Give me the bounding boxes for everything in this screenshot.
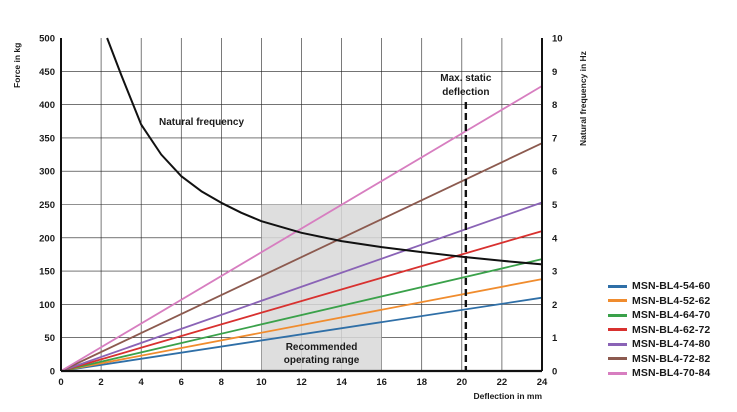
recommended-range-box xyxy=(261,204,382,371)
legend-label: MSN-BL4-52-62 xyxy=(632,294,711,307)
y-right-tick-label: 2 xyxy=(552,300,557,311)
legend-swatch xyxy=(608,342,627,346)
y-left-tick-label: 250 xyxy=(39,200,55,211)
y-left-tick-label: 50 xyxy=(44,333,55,344)
x-tick-label: 18 xyxy=(416,377,427,388)
legend-label: MSN-BL4-70-84 xyxy=(632,367,711,379)
legend-swatch xyxy=(608,299,627,302)
legend: MSN-BL4-54-60 MSN-BL4-52-62 MSN-BL4-64-70 M… xyxy=(608,279,710,381)
x-tick-label: 24 xyxy=(537,377,548,388)
y-left-tick-label: 0 xyxy=(50,367,55,378)
max-static-deflection-label-1: Max. static xyxy=(440,73,492,84)
y-right-tick-label: 5 xyxy=(552,200,558,211)
y-left-tick-label: 200 xyxy=(39,233,55,244)
y-right-tick-label: 8 xyxy=(552,100,557,111)
x-tick-label: 4 xyxy=(139,377,145,388)
axes xyxy=(60,38,543,373)
x-tick-label: 8 xyxy=(219,377,224,388)
recommended-range xyxy=(261,204,382,371)
y-right-axis-title: Natural frequency in Hz xyxy=(578,51,588,146)
natural-frequency-label: Natural frequency xyxy=(159,117,244,128)
y-left-tick-label: 500 xyxy=(39,34,55,45)
x-tick-label: 12 xyxy=(296,377,307,388)
legend-label: MSN-BL4-64-70 xyxy=(632,309,711,321)
legend-swatch xyxy=(608,328,627,331)
y-left-tick-label: 450 xyxy=(39,67,55,78)
legend-item: MSN-BL4-70-84 xyxy=(608,366,710,380)
x-tick-label: 14 xyxy=(336,377,347,388)
max-static-deflection-label-2: deflection xyxy=(442,87,489,98)
x-tick-label: 20 xyxy=(457,377,468,388)
y-right-tick-label: 0 xyxy=(552,367,557,378)
legend-label: MSN-BL4-62-72 xyxy=(632,323,711,336)
series-line-MSN-BL4-54-60 xyxy=(60,296,543,372)
y-left-tick-label: 100 xyxy=(39,300,55,311)
legend-item: MSN-BL4-64-70 xyxy=(608,308,710,322)
x-axis-title: Deflection in mm xyxy=(474,391,543,401)
series-line-MSN-BL4-74-80 xyxy=(60,201,543,372)
x-tick-label: 22 xyxy=(497,377,508,388)
legend-label: MSN-BL4-72-82 xyxy=(632,352,711,365)
y-left-axis-title: Force in kg xyxy=(12,43,22,88)
y-right-tick-label: 3 xyxy=(552,267,557,278)
tick-labels: 0 2 4 6 8 10 12 14 16 18 20 22 240501001502002503003… xyxy=(39,34,562,389)
x-tick-label: 2 xyxy=(98,377,103,388)
y-right-tick-label: 10 xyxy=(552,34,563,45)
y-left-tick-label: 300 xyxy=(39,167,55,178)
series-line-MSN-BL4-62-72 xyxy=(60,230,543,372)
y-right-tick-label: 7 xyxy=(552,133,557,144)
series-line-MSN-BL4-72-82 xyxy=(60,142,543,372)
recommended-range-label-2: operating range xyxy=(284,355,360,366)
series-line-MSN-BL4-52-62 xyxy=(60,278,543,372)
series-line-MSN-BL4-70-84 xyxy=(60,85,543,372)
legend-item: MSN-BL4-52-62 xyxy=(608,294,710,308)
natural-frequency-curve xyxy=(106,37,543,266)
legend-swatch xyxy=(608,313,627,317)
x-tick-label: 10 xyxy=(256,377,267,388)
x-tick-label: 0 xyxy=(58,377,63,388)
y-right-tick-label: 1 xyxy=(552,333,558,344)
axis-titles: Deflection in mm Force in kg Natural frequ… xyxy=(12,43,588,401)
series-line-MSN-BL4-64-70 xyxy=(60,258,543,372)
legend-item: MSN-BL4-72-82 xyxy=(608,352,710,366)
annotations: Natural frequency Max. static deflection Re… xyxy=(159,73,492,366)
x-tick-label: 6 xyxy=(179,377,184,388)
legend-label: MSN-BL4-74-80 xyxy=(632,338,711,350)
series-lines xyxy=(60,85,543,372)
x-tick-label: 16 xyxy=(376,377,387,388)
legend-item: MSN-BL4-62-72 xyxy=(608,323,710,337)
y-right-tick-label: 4 xyxy=(552,233,558,244)
y-right-tick-label: 9 xyxy=(552,67,557,78)
y-left-tick-label: 400 xyxy=(39,100,55,111)
y-left-tick-label: 150 xyxy=(39,267,55,278)
natural-frequency-line xyxy=(106,37,543,266)
legend-label: MSN-BL4-54-60 xyxy=(632,280,711,292)
legend-swatch xyxy=(608,371,627,375)
y-left-tick-label: 350 xyxy=(39,133,55,144)
legend-item: MSN-BL4-54-60 xyxy=(608,279,710,293)
recommended-range-label-1: Recommended xyxy=(286,342,358,353)
legend-swatch xyxy=(608,284,627,288)
y-right-tick-label: 6 xyxy=(552,167,557,178)
legend-item: MSN-BL4-74-80 xyxy=(608,337,710,351)
legend-swatch xyxy=(608,357,627,360)
